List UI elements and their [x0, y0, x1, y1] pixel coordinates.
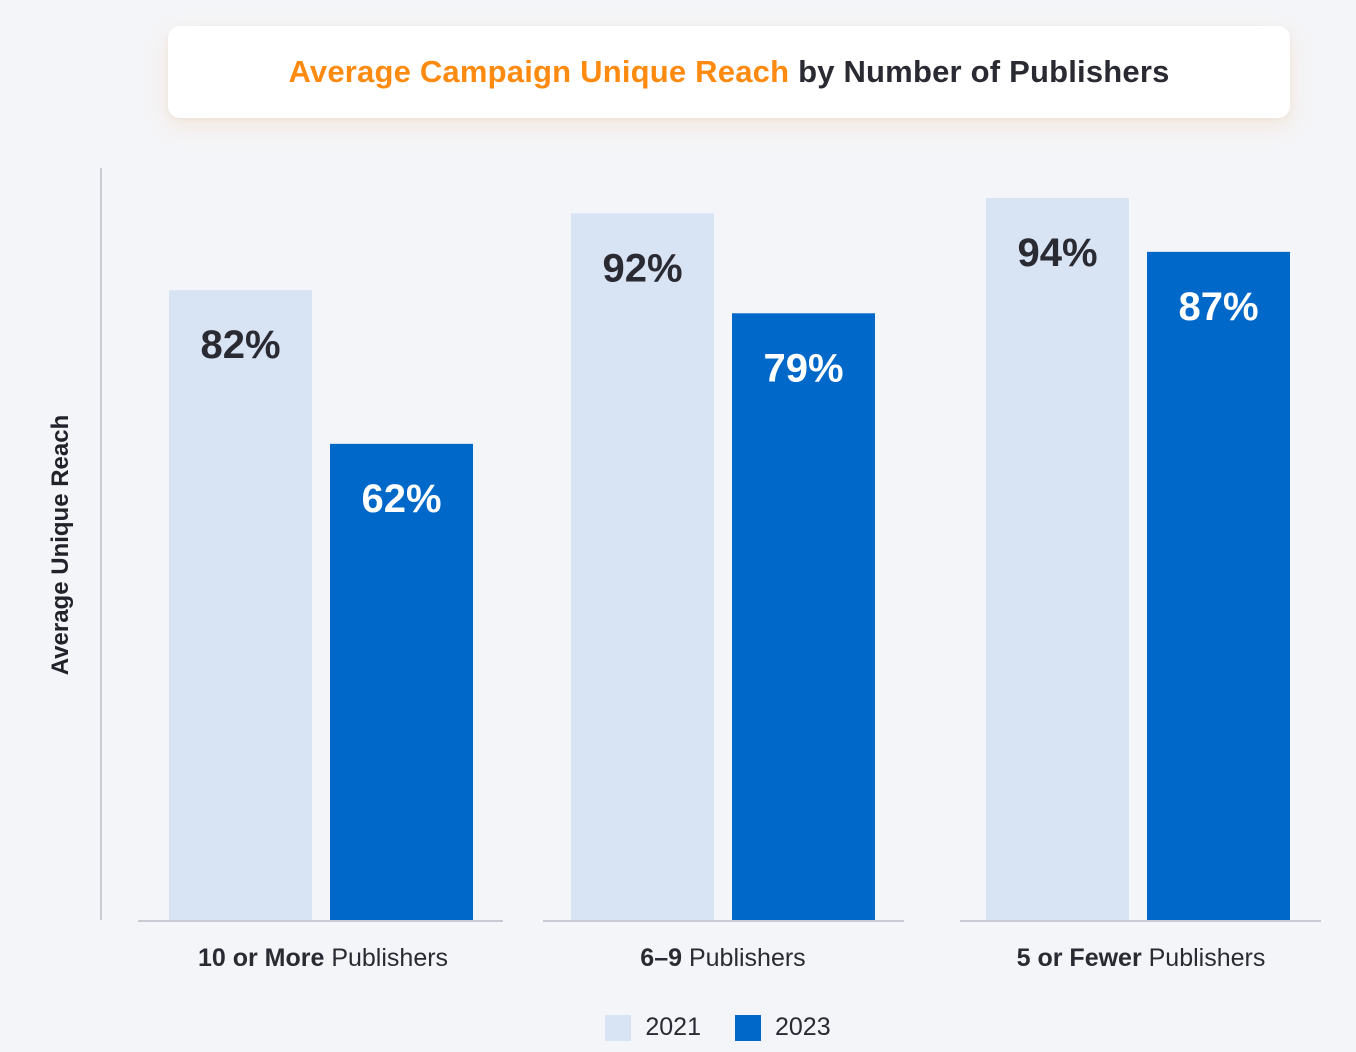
category-label-1: 6–9 Publishers	[640, 944, 805, 972]
legend-label-2021: 2021	[645, 1013, 701, 1041]
bar-2021-2	[986, 198, 1129, 920]
bar-2023-0	[330, 443, 473, 920]
data-label-2023-2: 87%	[1178, 285, 1258, 329]
data-label-2023-0: 62%	[361, 477, 441, 521]
bar-2021-1	[571, 213, 714, 920]
chart-title-highlight: Average Campaign Unique Reach	[288, 54, 790, 89]
data-label-2021-2: 94%	[1017, 231, 1097, 275]
category-label-0: 10 or More Publishers	[198, 944, 448, 972]
chart-title-rest: by Number of Publishers	[798, 54, 1170, 89]
bar-2021-0	[169, 290, 312, 920]
bar-2023-1	[732, 313, 875, 920]
data-label-2021-0: 82%	[200, 323, 280, 367]
legend-swatch-2023	[735, 1014, 761, 1041]
chart-title-card: Average Campaign Unique Reach by Number …	[168, 26, 1290, 118]
category-label-2: 5 or Fewer Publishers	[1017, 944, 1266, 972]
legend-swatch-2021	[605, 1014, 632, 1041]
legend-item-2023: 2023	[735, 1013, 831, 1042]
legend-item-2021: 2021	[605, 1013, 701, 1042]
legend: 2021 2023	[0, 1013, 1356, 1042]
legend-label-2023: 2023	[775, 1013, 831, 1041]
data-label-2023-1: 79%	[763, 346, 843, 390]
data-label-2021-1: 92%	[602, 246, 682, 290]
bar-2023-2	[1147, 251, 1290, 921]
